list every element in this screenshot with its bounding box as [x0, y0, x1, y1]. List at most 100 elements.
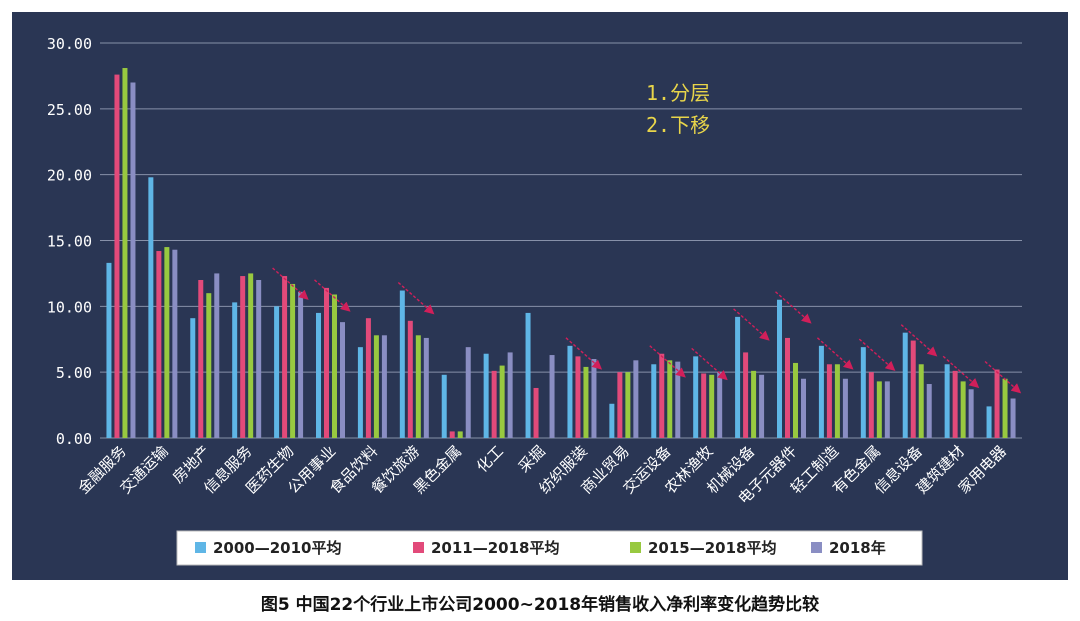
bar — [625, 372, 631, 438]
bar — [130, 82, 136, 438]
bar — [373, 335, 379, 438]
bar — [499, 365, 505, 438]
bar — [148, 177, 154, 439]
bar — [1002, 378, 1008, 438]
bar — [818, 345, 824, 438]
bar — [918, 364, 924, 438]
legend-swatch — [195, 542, 206, 553]
bar — [583, 366, 589, 438]
bar — [533, 387, 539, 438]
bar — [507, 352, 513, 438]
bar — [926, 384, 932, 438]
bar — [525, 312, 531, 438]
bar — [591, 359, 597, 438]
bar — [198, 280, 204, 438]
bar — [340, 322, 345, 438]
trend-arrow — [858, 338, 896, 372]
legend-label: 2000—2010平均 — [213, 539, 342, 557]
bar — [777, 299, 782, 438]
legend-box — [176, 530, 923, 566]
y-tick-label: 5.00 — [56, 364, 92, 382]
bar — [298, 291, 304, 438]
bar — [483, 353, 489, 438]
bar — [106, 262, 112, 438]
legend-swatch — [630, 542, 641, 553]
trend-arrow — [942, 355, 980, 389]
y-tick-label: 25.00 — [47, 101, 92, 119]
y-tick-label: 10.00 — [47, 298, 92, 316]
bar — [801, 378, 806, 438]
bar — [575, 356, 581, 438]
chart-caption: 图5 中国22个行业上市公司2000~2018年销售收入净利率变化趋势比较 — [260, 595, 820, 615]
bar — [952, 370, 958, 438]
bar — [465, 347, 471, 438]
bar — [332, 294, 337, 438]
y-tick-label: 30.00 — [47, 35, 92, 53]
bar — [282, 276, 288, 438]
bar — [290, 283, 296, 438]
bar — [667, 360, 673, 438]
trend-arrow — [816, 337, 854, 370]
bar — [735, 316, 741, 438]
bar — [232, 302, 238, 438]
bar — [365, 318, 371, 438]
bar — [449, 431, 455, 438]
bar — [415, 335, 421, 438]
bar — [274, 306, 280, 438]
bar — [842, 378, 848, 438]
bar — [256, 280, 262, 438]
chart-background — [12, 12, 1068, 580]
bar — [960, 381, 966, 438]
legend-swatch — [811, 542, 822, 553]
bar — [876, 381, 882, 438]
trend-arrow — [691, 347, 728, 381]
bar — [240, 276, 246, 438]
bar — [759, 374, 765, 438]
bar — [986, 406, 992, 438]
bar — [248, 273, 254, 438]
trend-arrow — [900, 324, 938, 357]
bar — [1010, 398, 1016, 438]
bar — [968, 389, 974, 438]
bar — [693, 356, 699, 438]
bar — [324, 287, 329, 438]
bar — [743, 352, 749, 438]
bar — [214, 273, 220, 438]
bar — [910, 340, 916, 438]
trend-arrow — [649, 345, 686, 378]
bar — [868, 372, 874, 438]
bar — [441, 374, 447, 438]
bar — [190, 318, 196, 438]
trend-arrow — [565, 337, 603, 370]
trend-arrow — [272, 267, 309, 300]
legend-label: 2015—2018平均 — [648, 539, 777, 557]
trend-arrow — [733, 308, 770, 341]
bar — [793, 362, 798, 438]
trend-arrow — [397, 282, 435, 315]
bar — [717, 372, 723, 438]
bar — [381, 335, 387, 438]
bar — [944, 364, 950, 438]
bar — [751, 370, 757, 438]
bar — [567, 345, 573, 438]
bar — [675, 361, 681, 438]
bar — [491, 370, 497, 438]
bar — [884, 381, 890, 438]
bar — [617, 372, 623, 438]
bar — [407, 320, 413, 438]
bar — [659, 353, 665, 438]
bar — [902, 332, 908, 438]
bar — [156, 251, 162, 438]
bar — [785, 337, 790, 438]
bar — [651, 364, 657, 438]
bar — [834, 364, 840, 438]
bar — [316, 312, 321, 438]
legend-label: 2018年 — [829, 539, 886, 557]
bar — [457, 431, 463, 438]
annotation-text: 2.下移 — [646, 113, 710, 137]
legend-swatch — [413, 542, 424, 553]
y-tick-label: 15.00 — [47, 233, 92, 251]
bar — [633, 360, 639, 438]
